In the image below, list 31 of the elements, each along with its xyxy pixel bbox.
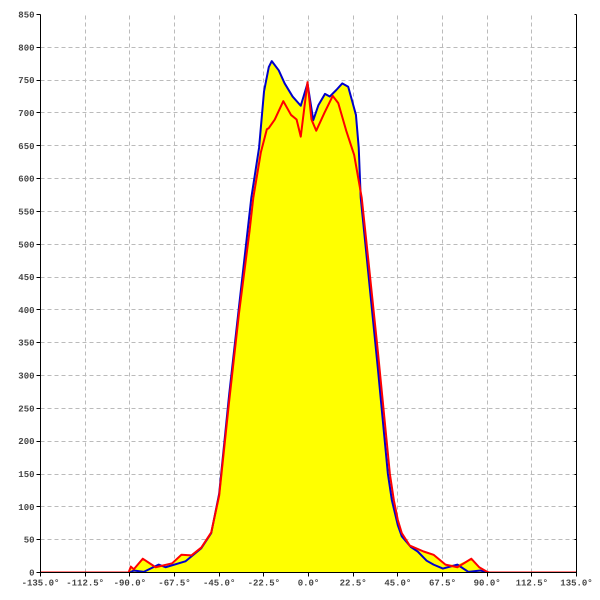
y-tick-label: 450 <box>18 273 34 284</box>
y-tick-label: 350 <box>18 338 34 349</box>
y-tick-label: 650 <box>18 142 34 152</box>
x-tick-label: -135.0° <box>22 578 60 588</box>
y-tick-label: 100 <box>18 502 34 513</box>
y-tick-label: 750 <box>18 76 34 86</box>
y-tick-label: 600 <box>18 174 34 185</box>
y-tick-label: 850 <box>18 10 34 20</box>
x-tick-label: 67.5° <box>429 578 456 588</box>
x-tick-label: 135.0° <box>560 578 593 588</box>
y-tick-label: 550 <box>18 207 34 218</box>
y-tick-label: 400 <box>18 306 34 316</box>
x-tick-label: -90.0° <box>114 578 146 588</box>
y-tick-label: 0 <box>29 568 35 578</box>
y-tick-label: 150 <box>18 470 34 480</box>
y-tick-label: 250 <box>18 404 34 414</box>
x-tick-label: 22.5° <box>340 578 367 588</box>
y-tick-label: 200 <box>18 437 34 448</box>
y-tick-label: 800 <box>18 43 34 54</box>
x-tick-label: -67.5° <box>158 578 191 588</box>
x-tick-label: -112.5° <box>66 578 104 588</box>
y-tick-label: 500 <box>18 240 34 250</box>
x-tick-label: 0.0° <box>298 578 320 588</box>
y-tick-label: 50 <box>24 536 35 546</box>
y-tick-label: 300 <box>18 372 34 382</box>
x-tick-label: 45.0° <box>384 578 412 588</box>
x-tick-label: 90.0° <box>474 578 501 588</box>
x-tick-label: 112.5° <box>516 578 548 588</box>
x-tick-label: -45.0° <box>202 578 236 588</box>
y-tick-label: 700 <box>18 108 34 119</box>
x-tick-label: -22.5° <box>248 578 280 588</box>
